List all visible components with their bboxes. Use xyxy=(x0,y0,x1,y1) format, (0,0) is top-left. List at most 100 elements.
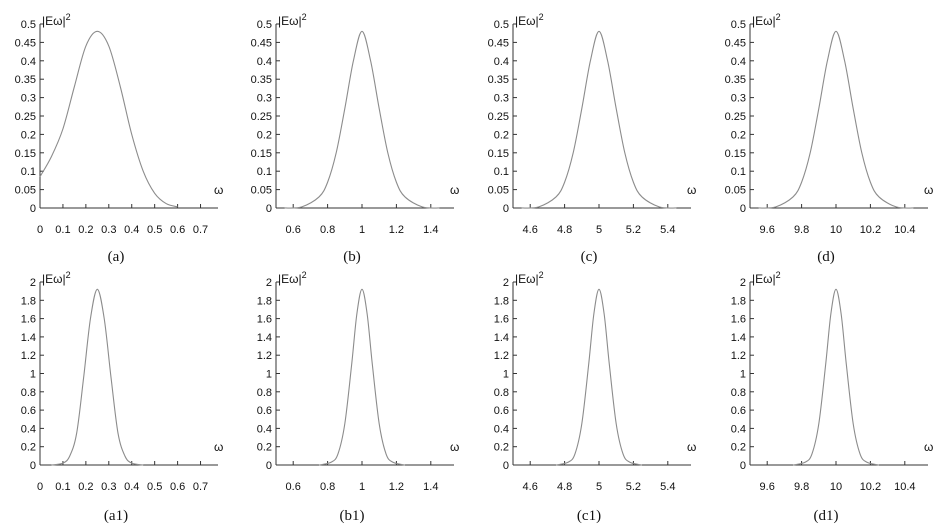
panel-caption: (b) xyxy=(343,249,361,265)
y-tick-label: 0.4 xyxy=(257,423,272,435)
y-tick-label: 1.8 xyxy=(21,295,36,307)
y-tick-label: 0.5 xyxy=(21,19,36,31)
x-tick-label: 5.4 xyxy=(660,481,675,493)
y-axis-label-exponent: 2 xyxy=(66,12,71,22)
y-axis-label: |Eω|2 xyxy=(278,12,307,28)
y-tick-label: 1.2 xyxy=(494,350,509,362)
y-tick-label: 0.15 xyxy=(251,148,272,160)
y-tick-label: 0.05 xyxy=(725,185,746,197)
y-tick-label: 0.1 xyxy=(494,166,509,178)
y-axis-label-base: |Eω| xyxy=(278,14,302,28)
y-tick-label: 0.25 xyxy=(725,111,746,123)
y-tick-label: 1 xyxy=(740,369,746,381)
x-tick-label: 0.8 xyxy=(320,224,335,236)
x-tick-label: 0.6 xyxy=(170,224,185,236)
y-tick-label: 0.45 xyxy=(15,37,36,49)
y-axis-label-exponent: 2 xyxy=(776,270,781,280)
x-axis-label: ω xyxy=(924,183,933,197)
x-axis-label: ω xyxy=(214,183,223,197)
panel-caption: (b1) xyxy=(340,508,365,524)
y-axis-label-exponent: 2 xyxy=(302,12,307,22)
y-tick-label: 0.5 xyxy=(257,19,272,31)
chart-panel: 0 0.2 0.4 0.6 0.8 1 1.2 1.4 1.6 1.8 2 4.6 4.8 5 5.2 5.4… xyxy=(494,270,697,524)
chart-panel: 0 0.2 0.4 0.6 0.8 1 1.2 1.4 1.6 1.8 2 0 0.1 0.2 0.3 0.4… xyxy=(21,270,224,524)
x-tick-label: 0.7 xyxy=(193,481,208,493)
x-axis-label: ω xyxy=(450,440,459,454)
y-tick-label: 0.1 xyxy=(21,166,36,178)
y-axis-label: |Eω|2 xyxy=(752,270,781,286)
y-axis-label-base: |Eω| xyxy=(752,272,776,286)
x-tick-label: 0.7 xyxy=(193,224,208,236)
y-tick-label: 1.6 xyxy=(257,314,272,326)
x-tick-label: 9.8 xyxy=(794,481,809,493)
y-tick-label: 1.4 xyxy=(257,332,272,344)
y-tick-label: 0.8 xyxy=(257,387,272,399)
y-tick-label: 0.25 xyxy=(488,111,509,123)
y-axis-label-exponent: 2 xyxy=(66,270,71,280)
series-line xyxy=(284,30,440,209)
y-tick-label: 0.4 xyxy=(494,56,509,68)
x-tick-label: 0.8 xyxy=(320,481,335,493)
x-axis-label: ω xyxy=(687,440,696,454)
panel-caption: (c1) xyxy=(577,508,601,524)
y-tick-label: 0 xyxy=(740,203,746,215)
y-tick-label: 0.05 xyxy=(251,185,272,197)
y-tick-label: 0 xyxy=(740,460,746,472)
y-tick-label: 0.3 xyxy=(21,93,36,105)
x-tick-label: 4.8 xyxy=(557,224,572,236)
y-tick-label: 0.6 xyxy=(257,405,272,417)
y-tick-label: 0.2 xyxy=(257,129,272,141)
x-tick-label: 5.2 xyxy=(626,224,641,236)
y-tick-label: 2 xyxy=(503,277,509,289)
y-tick-label: 0.2 xyxy=(257,442,272,454)
y-tick-label: 0.35 xyxy=(725,74,746,86)
x-tick-label: 0.6 xyxy=(286,481,301,493)
y-tick-label: 0.5 xyxy=(494,19,509,31)
panel-caption: (d) xyxy=(817,249,835,265)
y-tick-label: 0.4 xyxy=(494,423,509,435)
y-tick-label: 0.4 xyxy=(21,56,36,68)
y-axis-label: |Eω|2 xyxy=(515,270,544,286)
y-tick-label: 0.25 xyxy=(251,111,272,123)
x-tick-label: 1.4 xyxy=(423,481,438,493)
y-tick-label: 0.45 xyxy=(725,37,746,49)
y-axis-label-base: |Eω| xyxy=(752,14,776,28)
y-axis-label-exponent: 2 xyxy=(776,12,781,22)
y-axis-label-base: |Eω| xyxy=(515,272,539,286)
y-tick-label: 1.4 xyxy=(494,332,509,344)
x-axis-label: ω xyxy=(214,440,223,454)
y-tick-label: 0.1 xyxy=(257,166,272,178)
y-tick-label: 0.45 xyxy=(251,37,272,49)
y-tick-label: 1.2 xyxy=(21,350,36,362)
x-tick-label: 10 xyxy=(830,224,842,236)
y-tick-label: 0.45 xyxy=(488,37,509,49)
y-tick-label: 0.4 xyxy=(21,423,36,435)
series-line xyxy=(318,288,406,466)
x-tick-label: 1.4 xyxy=(423,224,438,236)
y-tick-label: 0.35 xyxy=(488,74,509,86)
x-tick-label: 0.2 xyxy=(78,224,93,236)
y-tick-label: 0.8 xyxy=(21,387,36,399)
y-tick-label: 1.8 xyxy=(257,295,272,307)
x-axis-label: ω xyxy=(687,183,696,197)
y-tick-label: 0.35 xyxy=(251,74,272,86)
y-axis-label-base: |Eω| xyxy=(42,272,66,286)
x-tick-label: 0.2 xyxy=(78,481,93,493)
x-tick-label: 10 xyxy=(830,481,842,493)
y-axis-label-base: |Eω| xyxy=(278,272,302,286)
y-tick-label: 0.3 xyxy=(731,93,746,105)
y-tick-label: 0.05 xyxy=(15,185,36,197)
x-tick-label: 1.2 xyxy=(389,224,404,236)
y-tick-label: 0 xyxy=(30,460,36,472)
x-tick-label: 4.6 xyxy=(523,481,538,493)
x-tick-label: 0.3 xyxy=(101,224,116,236)
y-tick-label: 0.15 xyxy=(15,148,36,160)
x-tick-label: 10.4 xyxy=(894,224,915,236)
x-tick-label: 5 xyxy=(596,481,602,493)
y-tick-label: 1.6 xyxy=(494,314,509,326)
x-tick-label: 0.4 xyxy=(124,481,139,493)
y-axis-label: |Eω|2 xyxy=(278,270,307,286)
y-tick-label: 0 xyxy=(30,203,36,215)
y-tick-label: 0.4 xyxy=(257,56,272,68)
x-tick-label: 0.1 xyxy=(55,224,70,236)
